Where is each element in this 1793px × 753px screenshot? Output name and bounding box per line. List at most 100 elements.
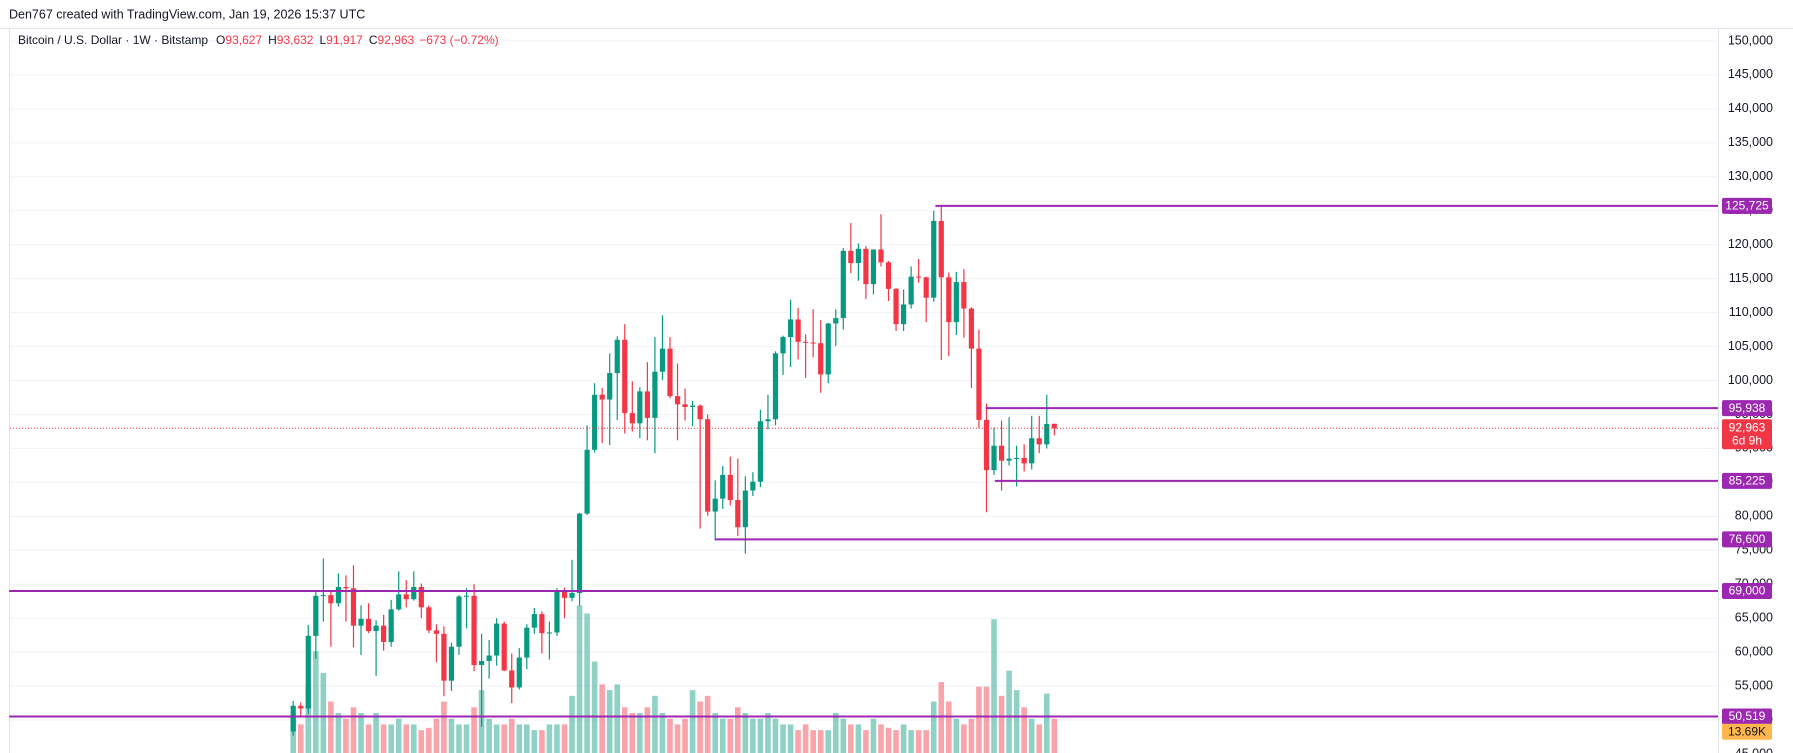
volume-ma-box	[1722, 723, 1772, 740]
candle-body	[689, 405, 696, 408]
candle-body	[983, 419, 990, 471]
volume-bar	[832, 712, 839, 753]
volume-bar	[501, 724, 508, 753]
volume-bar	[621, 707, 628, 753]
y-tick-label: 100,000	[1728, 373, 1773, 387]
candle-body	[810, 342, 816, 344]
candle-body	[757, 421, 764, 482]
volume-bar	[795, 730, 801, 753]
candle-body	[486, 655, 492, 661]
volume-bar	[441, 701, 447, 753]
candle-body	[893, 288, 899, 325]
candle-body	[742, 490, 748, 528]
volume-bar	[742, 712, 749, 753]
volume-bar	[848, 724, 854, 753]
candle-body	[298, 705, 304, 709]
candle-body	[833, 318, 839, 324]
volume-bar	[1021, 707, 1027, 753]
y-tick-label: 60,000	[1735, 644, 1773, 658]
volume-bar	[637, 712, 643, 753]
candle-body	[855, 248, 861, 264]
volume-ma-label: 13.69K	[1728, 724, 1766, 738]
volume-bar	[561, 724, 568, 753]
volume-bar	[546, 724, 553, 753]
volume-bar	[697, 701, 703, 753]
candle-body	[900, 304, 907, 325]
volume-bar	[855, 724, 862, 753]
volume-bar	[463, 724, 470, 753]
y-tick-label: 145,000	[1728, 67, 1773, 81]
volume-bar	[1013, 690, 1020, 753]
volume-bar	[1051, 718, 1058, 753]
candle-body	[328, 595, 334, 604]
candle-body	[463, 595, 470, 597]
y-tick-label: 140,000	[1728, 101, 1773, 115]
volume-bar	[968, 718, 975, 753]
volume-bar	[682, 718, 688, 753]
volume-bar	[674, 724, 681, 753]
candle-body	[335, 586, 342, 604]
header-credit: Den767 created with TradingView.com, Jan…	[9, 7, 365, 21]
volume-bar	[810, 730, 816, 753]
candle-body	[659, 348, 666, 372]
candle-body	[682, 404, 688, 408]
volume-bar	[825, 730, 832, 753]
volume-bar	[712, 712, 719, 753]
level-label: 125,725	[1725, 199, 1769, 213]
candle-body	[373, 625, 379, 632]
level-label-box	[1722, 531, 1772, 548]
candle-body	[403, 594, 409, 600]
candle-body	[998, 445, 1005, 461]
candle-body	[313, 595, 319, 636]
volume-bar	[290, 718, 297, 753]
candle-body	[991, 445, 997, 471]
volume-bar	[946, 701, 952, 753]
candle-body	[358, 618, 364, 626]
volume-bar	[961, 724, 967, 753]
volume-bar	[629, 712, 636, 753]
candle-body	[667, 348, 673, 397]
candle-body	[501, 623, 507, 671]
candle-body	[953, 282, 959, 323]
volume-bar	[471, 707, 477, 753]
candle-body	[818, 343, 824, 375]
volume-bar	[840, 718, 847, 753]
volume-bar	[584, 613, 590, 753]
volume-bar	[757, 718, 764, 753]
ohlc-value: 93,632	[277, 33, 314, 47]
volume-bar	[395, 718, 402, 753]
volume-bar	[297, 724, 304, 753]
volume-bar	[380, 724, 387, 753]
volume-bar	[531, 730, 538, 753]
volume-bar	[704, 695, 711, 753]
candle-body	[946, 277, 952, 323]
candle-body	[396, 594, 402, 610]
last-price-label: 92,963	[1729, 420, 1766, 434]
volume-bar	[735, 707, 741, 753]
volume-bar	[569, 695, 575, 753]
candle-body	[780, 337, 786, 354]
ohlc-value: 92,963	[378, 33, 415, 47]
volume-bar	[780, 724, 786, 753]
candle-body	[803, 341, 809, 343]
candle-body	[968, 308, 975, 349]
volume-bar	[930, 701, 937, 753]
y-tick-label: 105,000	[1728, 339, 1773, 353]
volume-bar	[403, 724, 410, 753]
volume-bar	[410, 724, 417, 753]
y-tick-label: 65,000	[1735, 610, 1773, 624]
volume-bar	[991, 619, 997, 753]
level-label-box	[1722, 197, 1772, 214]
candle-body	[320, 595, 326, 597]
candle-body	[1051, 423, 1057, 429]
level-label-box	[1722, 400, 1772, 417]
y-tick-label: 110,000	[1729, 305, 1773, 319]
candle-body	[712, 498, 718, 512]
volume-bar	[750, 718, 756, 753]
volume-bar	[343, 718, 349, 753]
ohlc-key: H	[268, 33, 277, 47]
candle-body	[516, 657, 522, 688]
volume-bar	[576, 605, 583, 753]
level-label-box	[1722, 472, 1772, 489]
y-tick-label: 135,000	[1728, 135, 1773, 149]
